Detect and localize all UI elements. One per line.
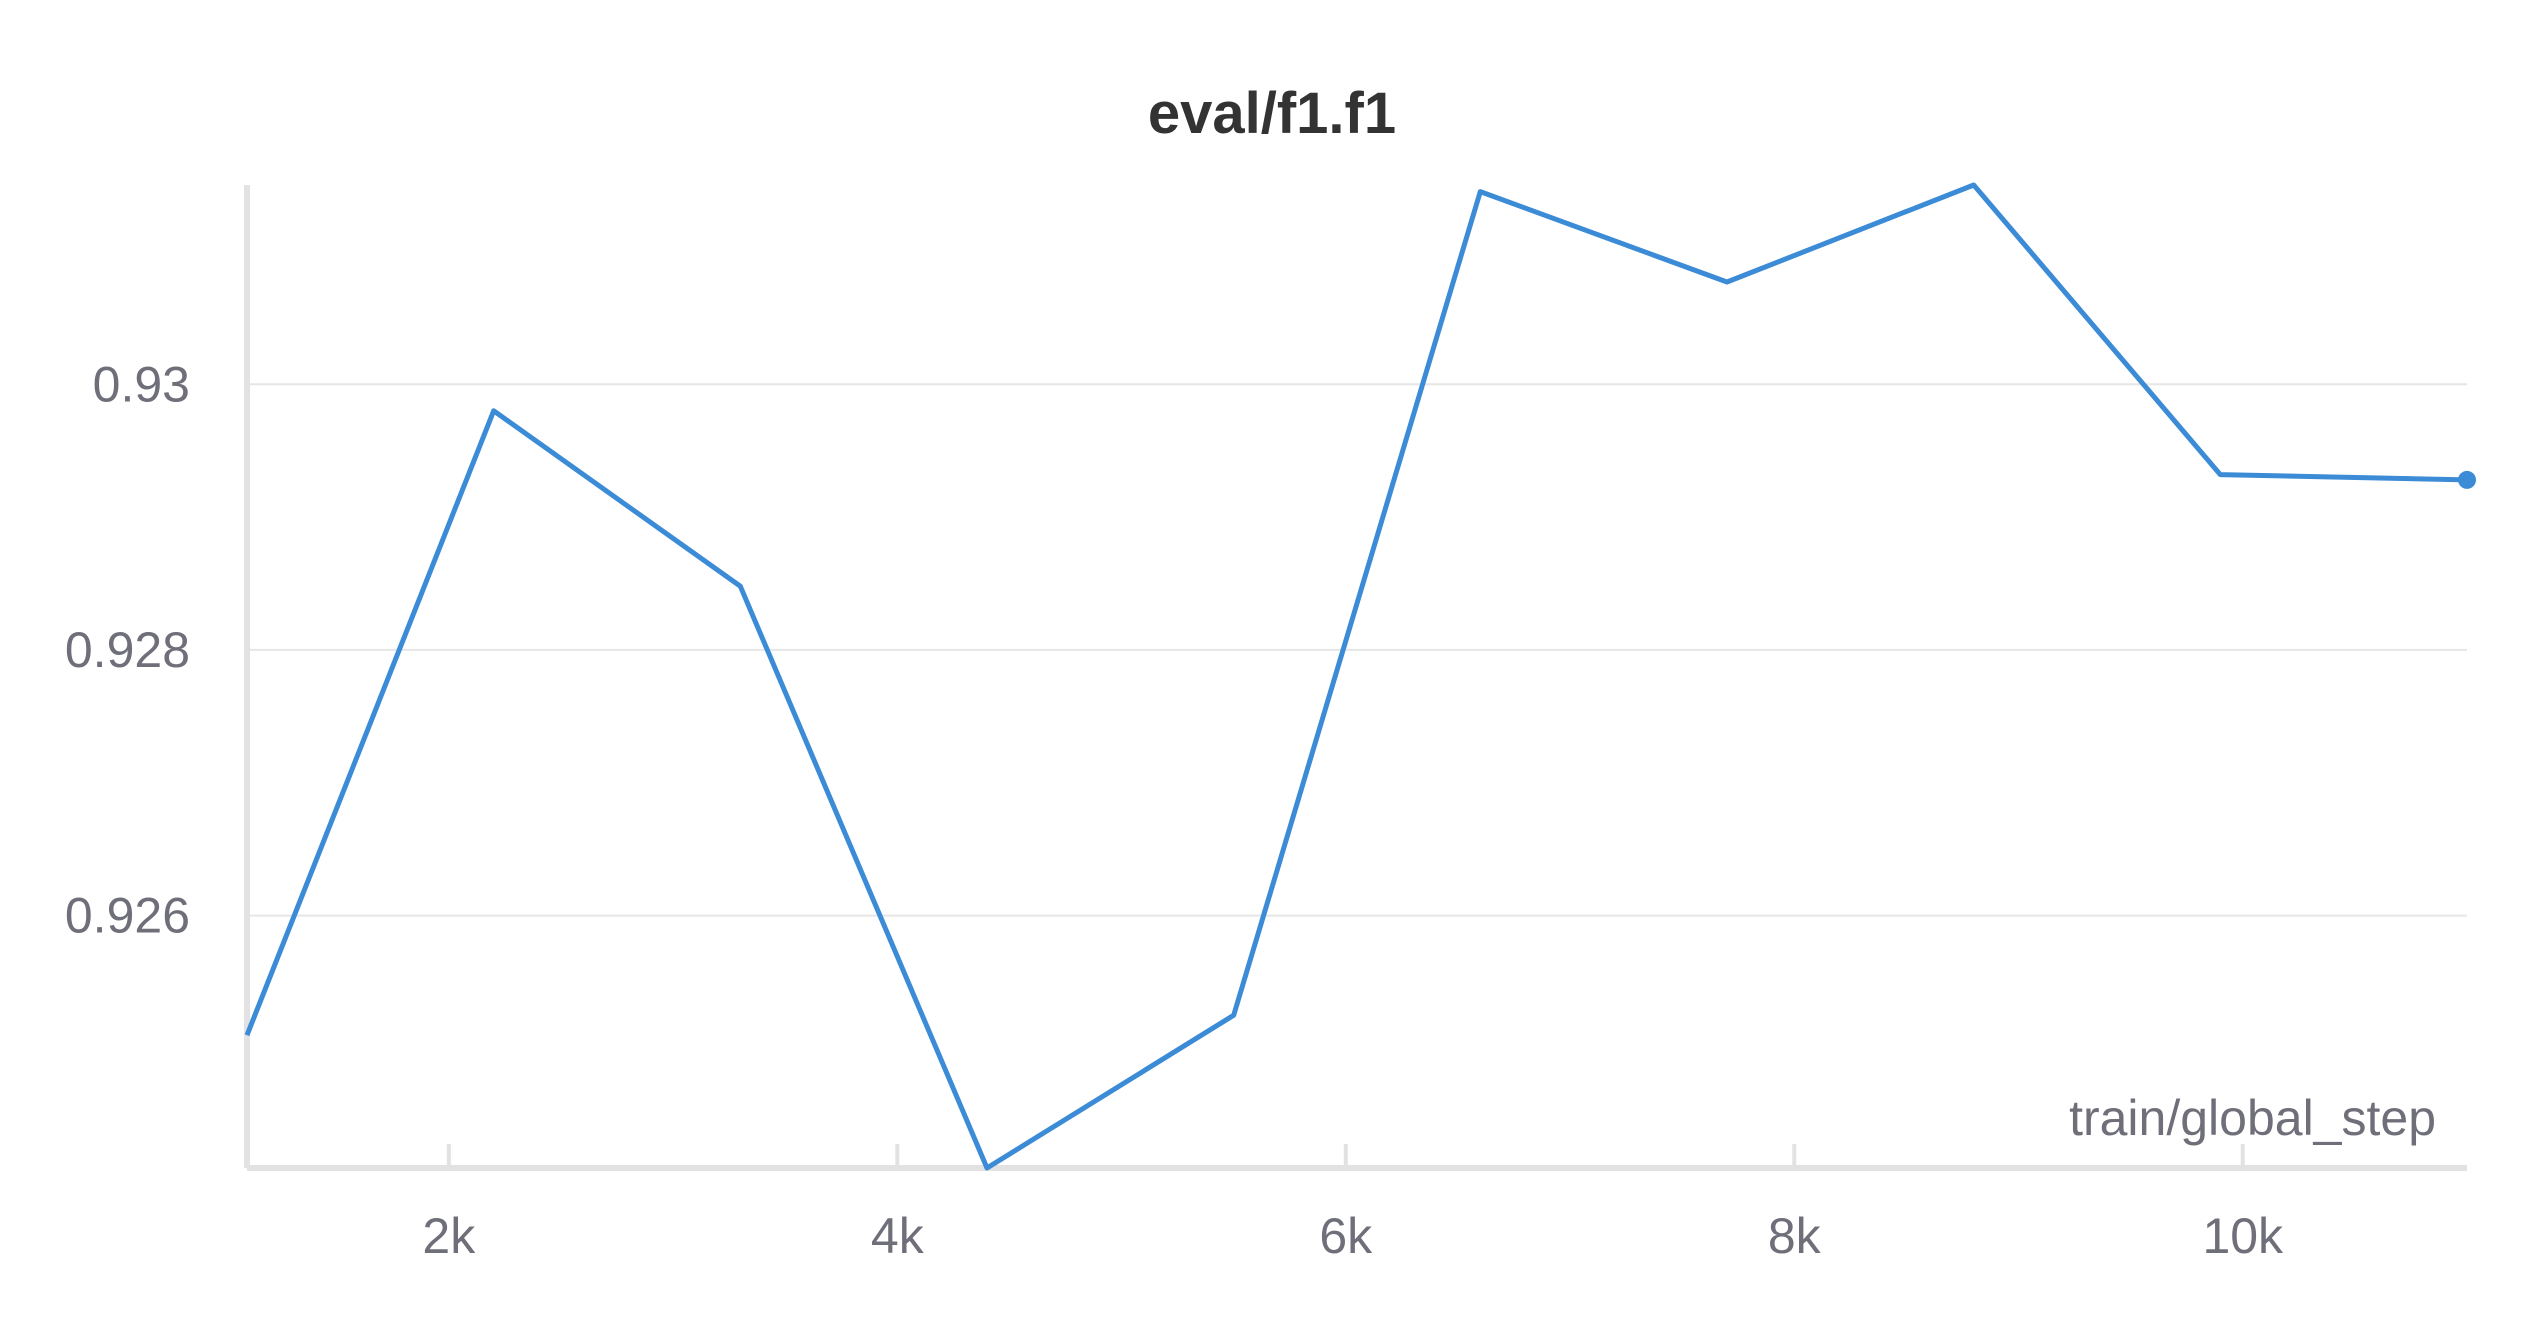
x-tick-label: 4k [871,1208,925,1264]
y-tick-label: 0.93 [93,356,190,412]
x-tick-label: 10k [2202,1208,2284,1264]
chart-title: eval/f1.f1 [1148,81,1396,146]
series-layer [244,182,2476,1171]
grid-lines [247,383,2467,917]
y-tick-label: 0.928 [65,622,190,678]
series-line [244,182,2468,1171]
y-tick-label: 0.926 [65,888,190,944]
series-end-point [2458,470,2476,489]
axes [244,185,2467,1171]
labels-layer: eval/f1.f1 train/global_step 0.926 0.928 0… [65,81,2436,1264]
x-tick-label: 6k [1319,1208,1373,1264]
x-tick-label: 8k [1768,1208,1822,1264]
x-tick-label: 2k [422,1208,476,1264]
x-axis-label: train/global_step [2069,1090,2436,1146]
